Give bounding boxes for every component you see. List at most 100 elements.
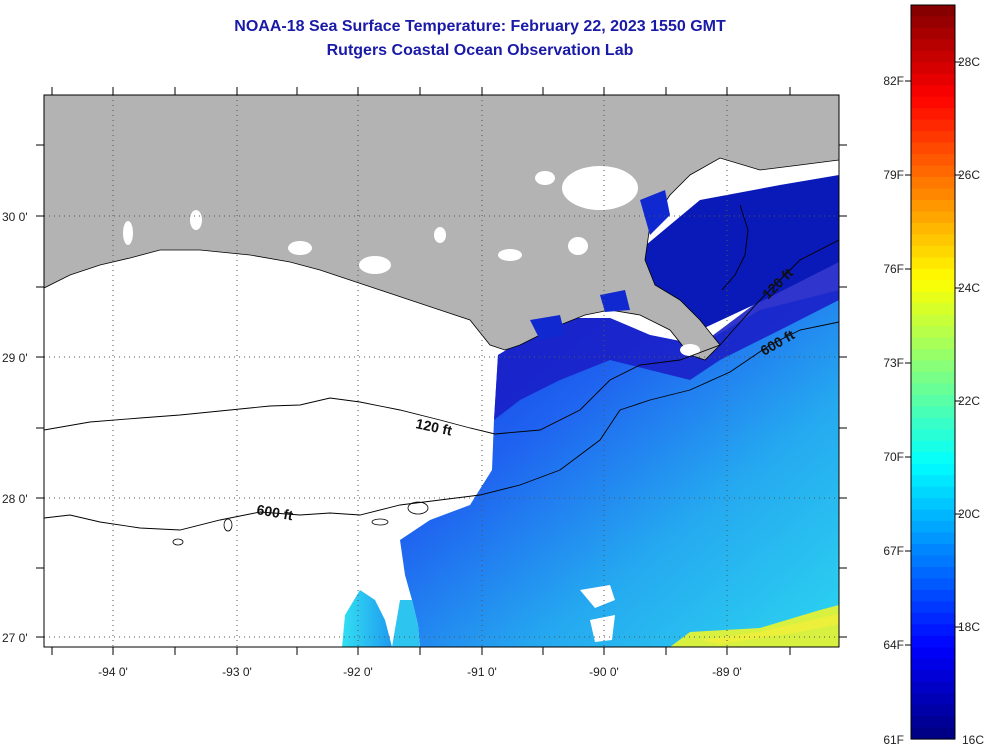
cold-east-patch (640, 175, 839, 330)
contour-120ft (44, 239, 839, 435)
contour-island (371, 518, 389, 526)
colorbar-segment (911, 624, 955, 637)
lake (434, 227, 446, 243)
contour-island (172, 538, 184, 546)
colorbar-segment (911, 108, 955, 121)
colorbar-segment (911, 555, 955, 568)
colorbar-segment (911, 119, 955, 132)
lake (680, 344, 700, 356)
colorbar-segment (911, 727, 955, 740)
graticule (44, 95, 839, 647)
lon-label: -93 0' (222, 665, 252, 679)
colorbar-segment (911, 670, 955, 683)
colorbar-segment (911, 154, 955, 167)
colorbar-segment (911, 303, 955, 316)
colorbar-scale (911, 5, 955, 740)
colorbar-segment (911, 693, 955, 706)
lon-label: -89 0' (712, 665, 742, 679)
colorbar-c-label: 24C (958, 281, 980, 295)
colorbar-segment (911, 486, 955, 499)
contour-label-120ft: 120 ft (414, 415, 453, 438)
lake (568, 237, 588, 255)
lat-label: 30 0' (2, 210, 28, 224)
colorbar-segment (911, 27, 955, 41)
colorbar-f-label: 61F (883, 733, 904, 747)
colorbar-segment (911, 268, 955, 281)
colorbar-segment (911, 601, 955, 614)
colorbar-segment (911, 509, 955, 522)
lake (190, 210, 202, 230)
colorbar-segment (911, 716, 955, 729)
cold-nearshore-band (494, 260, 839, 420)
colorbar-segment (911, 406, 955, 419)
colorbar-segment (911, 647, 955, 660)
colorbar-segment (911, 372, 955, 385)
colorbar-segment (911, 62, 955, 75)
contour-island (407, 501, 429, 515)
colorbar-f-label: 70F (883, 450, 904, 464)
sst-west-patch (342, 590, 392, 647)
colorbar-segment (911, 463, 955, 476)
colorbar-segment (911, 417, 955, 430)
colorbar-segment (911, 326, 955, 339)
colorbar-segment (911, 589, 955, 602)
colorbar-segment (911, 234, 955, 247)
colorbar-segment (911, 291, 955, 304)
colorbar-segment (911, 578, 955, 591)
lake (498, 249, 522, 261)
colorbar-segment (911, 521, 955, 534)
colorbar-frame (910, 4, 956, 740)
colorbar-segment (911, 199, 955, 213)
inland-water (640, 190, 670, 235)
colorbar-segment (911, 245, 955, 258)
colorbar-segment (911, 188, 955, 201)
colorbar-segment (911, 96, 955, 109)
lon-label: -92 0' (343, 665, 373, 679)
colorbar-segment (911, 177, 955, 190)
lake (359, 256, 391, 274)
colorbar-segment (911, 337, 955, 350)
colorbar-segment (911, 383, 955, 396)
axis-ticks (36, 87, 847, 655)
colorbar-segment (911, 452, 955, 465)
lake (123, 221, 133, 245)
colorbar-f-label: 73F (883, 356, 904, 370)
colorbar-segment (911, 131, 955, 144)
colorbar-segment (911, 73, 955, 86)
colorbar-segment (911, 498, 955, 511)
colorbar-c-label: 20C (958, 507, 980, 521)
lake (535, 171, 555, 185)
sst-southwest-patch (392, 600, 420, 647)
colorbar-segment (911, 635, 955, 648)
colorbar-ticks (905, 61, 961, 646)
lat-label: 29 0' (2, 351, 28, 365)
colorbar-segment (911, 314, 955, 327)
colorbar-segment (911, 704, 955, 717)
contour-inner (721, 204, 749, 291)
colorbar-segment (911, 349, 955, 362)
colorbar-segment (911, 360, 955, 373)
colorbar-f-label: 82F (883, 74, 904, 88)
warm-water-patch (670, 605, 839, 647)
colorbar-segment (911, 50, 955, 63)
colorbar-segment (911, 681, 955, 694)
colorbar-segment (911, 475, 955, 488)
cloud-gap (580, 585, 615, 608)
lat-label: 27 0' (2, 631, 28, 645)
colorbar-segment (911, 16, 955, 29)
contour-label-600ft: 600 ft (255, 501, 294, 523)
colorbar-segment (911, 394, 955, 408)
colorbar-c-label: 18C (958, 620, 980, 634)
colorbar-segment (911, 5, 955, 18)
colorbar-segment (911, 658, 955, 671)
colorbar-segment (911, 612, 955, 625)
lon-label: -94 0' (98, 665, 128, 679)
colorbar-f-label: 76F (883, 262, 904, 276)
colorbar-segment (911, 222, 955, 235)
colorbar-segment (911, 566, 955, 580)
colorbar-segment (911, 544, 955, 557)
map-title: NOAA-18 Sea Surface Temperature: Februar… (234, 18, 726, 35)
inland-water (600, 290, 630, 312)
